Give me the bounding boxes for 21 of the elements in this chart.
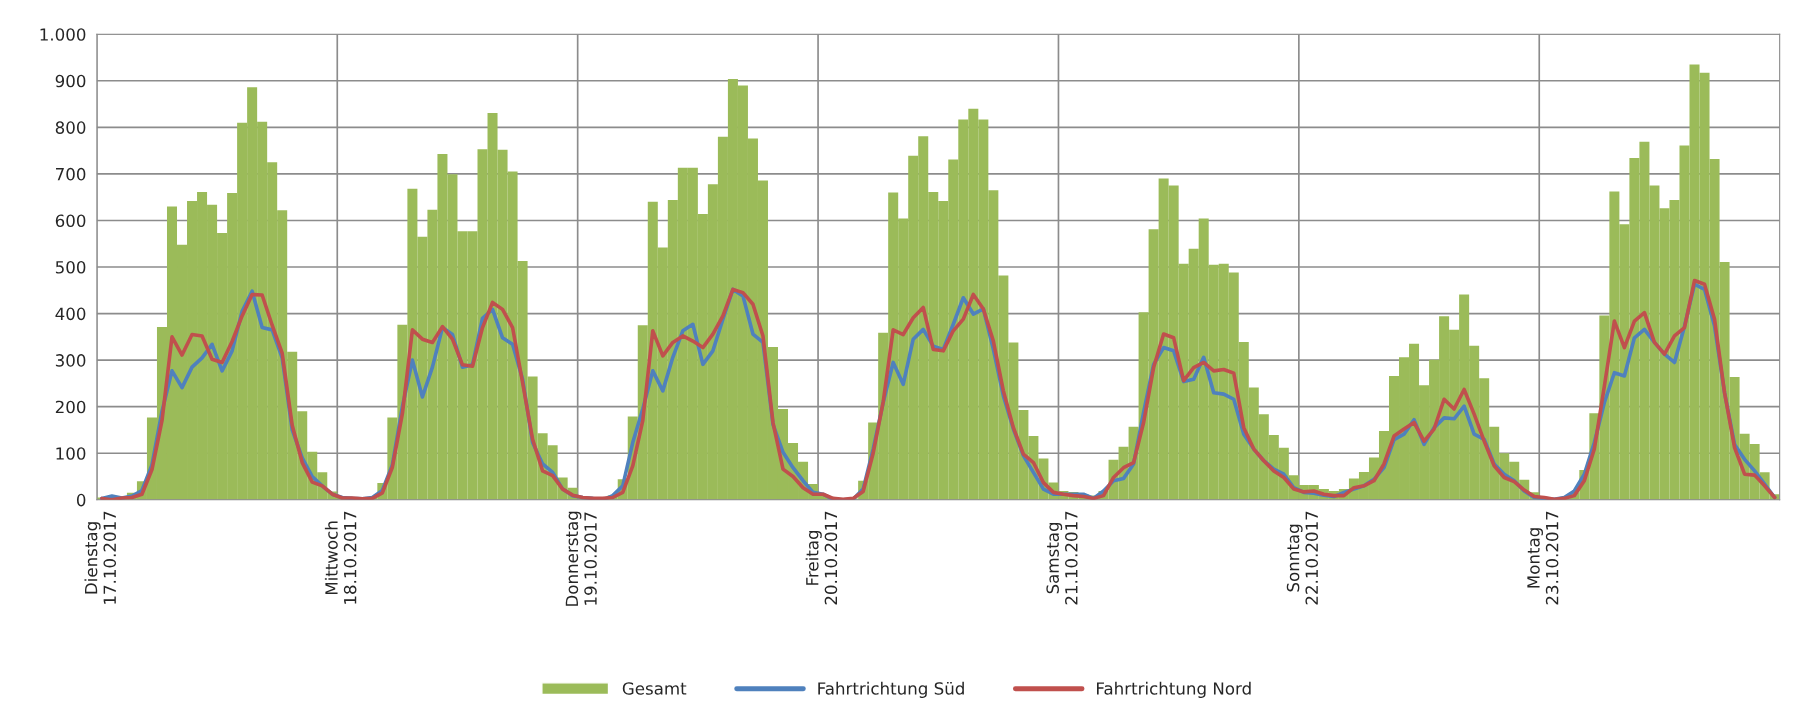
y-tick-label: 900 xyxy=(55,74,86,88)
y-tick-label: 1.000 xyxy=(40,28,86,41)
x-tick-label: Mittwoch 18.10.2017 xyxy=(324,511,357,604)
y-tick-label: 0 xyxy=(76,493,86,507)
y-tick-label: 300 xyxy=(55,354,86,367)
x-tick-label: Montag 23.10.2017 xyxy=(1527,511,1559,605)
legend-label: Fahrtrichtung Süd xyxy=(818,681,964,698)
y-tick-label: 800 xyxy=(55,121,86,134)
legend-label: Gesamt xyxy=(622,682,687,695)
y-tick-label: 700 xyxy=(56,167,86,181)
legend-label: Fahrtrichtung Nord xyxy=(1097,681,1251,698)
y-tick-label: 500 xyxy=(55,260,86,274)
y-tick-label: 100 xyxy=(56,447,86,460)
x-tick-label: Sonntag 22.10.2017 xyxy=(1286,511,1319,605)
x-tick-label: Dienstag 17.10.2017 xyxy=(84,511,117,604)
y-tick-label: 600 xyxy=(55,214,86,228)
x-tick-label: Freitag 20.10.2017 xyxy=(805,511,838,605)
x-tick-label: Samstag 21.10.2017 xyxy=(1046,511,1078,605)
y-tick-label: 200 xyxy=(55,400,86,414)
x-tick-label: Donnerstag 19.10.2017 xyxy=(565,511,597,606)
y-tick-label: 400 xyxy=(55,307,86,321)
